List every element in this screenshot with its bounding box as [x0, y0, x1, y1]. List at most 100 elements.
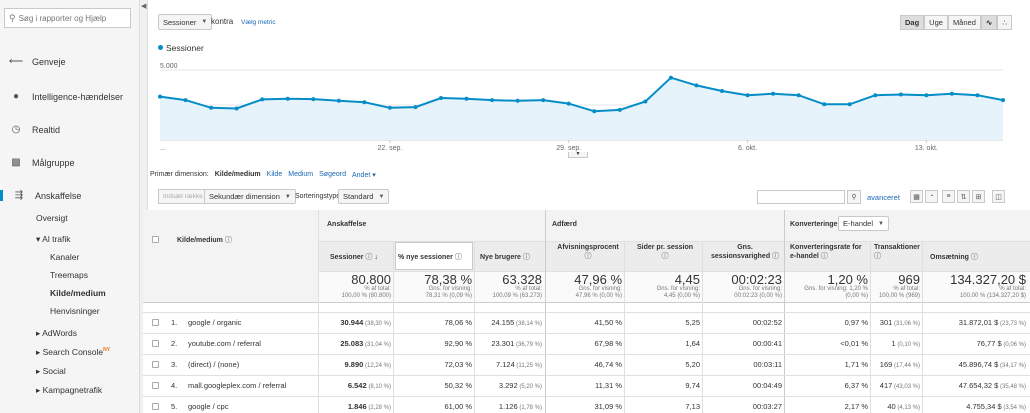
col-new-users[interactable]: Nye brugere ⓘ [480, 252, 530, 262]
table-totals [318, 271, 1030, 302]
col-bounce-rate[interactable]: Afvisningsprocent ⓘ [556, 244, 620, 261]
nav-referrals[interactable]: Henvisninger [50, 306, 100, 316]
nav-all-traffic[interactable]: ▾ Al trafik [36, 234, 71, 245]
new-sessions-cell-value: 50,32 % [444, 381, 472, 390]
source-medium-link[interactable]: (direct) / (none) [188, 360, 240, 369]
col-new-sessions[interactable]: % nye sessioner ⓘ [398, 252, 462, 262]
select-all-checkbox[interactable] [152, 236, 159, 243]
dimension-source[interactable]: Kilde [266, 171, 283, 178]
nav-intelligence[interactable]: ● Intelligence-hændelser [0, 91, 140, 102]
table-view-button[interactable]: ▦ [910, 190, 923, 203]
group-acquisition: Anskaffelse [327, 221, 367, 228]
total-caption: 47,96 % (0,00 %) [575, 293, 622, 299]
duration-cell-value: 00:00:41 [752, 339, 782, 348]
table-filter-input[interactable] [757, 190, 845, 204]
nav-source-medium[interactable]: Kilde/medium [50, 288, 106, 298]
col-pages-per-session[interactable]: Sider pr. session ⓘ [630, 244, 700, 261]
percentage-view-button[interactable]: ◔ [925, 190, 938, 203]
source-medium-link[interactable]: google / cpc [188, 402, 229, 411]
nav-search-console[interactable]: ▸ Search ConsoleNY [36, 347, 110, 358]
data-point [1001, 98, 1005, 103]
dimension-keyword[interactable]: Søgeord [319, 171, 346, 178]
month-button[interactable]: Måned [947, 15, 981, 30]
revenue-cell: 47.654,32 $ (35,48 %) [924, 381, 1026, 390]
revenue-cell-value: 31.872,01 $ [958, 318, 999, 327]
term-cloud-button[interactable]: ◫ [992, 190, 1005, 203]
col-pages-label: Sider pr. session [636, 244, 694, 251]
sort-arrow-icon: ↓ [374, 254, 378, 261]
nav-campaigns[interactable]: ▸ Kampagnetrafik [36, 385, 102, 396]
chart-resize-handle[interactable]: ▼ [568, 152, 588, 158]
revenue-cell-value: 76,77 $ [976, 339, 1002, 348]
dimension-other[interactable]: Andet ▾ [352, 171, 376, 179]
grid-icon: ▦ [913, 193, 920, 201]
plot-rows-button[interactable]: Indsæt række [158, 189, 208, 204]
comparison-view-button[interactable]: ⇅ [957, 190, 970, 203]
line-chart-button[interactable]: ∿ [981, 15, 998, 30]
col-revenue[interactable]: Omsætning ⓘ [930, 252, 978, 262]
report-search[interactable]: ⚲ [4, 8, 131, 28]
total-value: 969 [898, 272, 920, 287]
metric-select[interactable]: Sessioner ▼ [158, 14, 213, 30]
total-value: 80.800 [351, 272, 391, 287]
row-checkbox[interactable] [152, 403, 159, 410]
total-caption: 100,00 % (134.327,20 $) [959, 293, 1026, 299]
data-point [566, 101, 571, 106]
revenue-cell-percent: (0,06 %) [1001, 342, 1026, 348]
nav-channels[interactable]: Kanaler [50, 252, 80, 262]
sidebar-collapse[interactable]: ◀ [140, 0, 148, 413]
motion-chart-button[interactable]: ∴ [997, 15, 1013, 30]
conversion-rate-cell-value: 2,17 % [844, 402, 868, 411]
pages-cell: 1,64 [626, 339, 700, 348]
col-conversion-rate[interactable]: Konverteringsrate for e-handel ⓘ [790, 244, 868, 261]
lightbulb-icon: ● [12, 91, 20, 102]
week-button[interactable]: Uge [924, 15, 948, 30]
dimension-source-medium[interactable]: Kilde/medium [214, 171, 261, 178]
table-search-button[interactable]: ⚲ [847, 190, 861, 204]
x-tick-label: 6. okt. [738, 145, 757, 152]
revenue-cell: 45.896,74 $ (34,17 %) [924, 360, 1026, 369]
nav-audience[interactable]: ▩ Målgruppe [0, 157, 140, 168]
conversion-type-select[interactable]: E-handel ▼ [838, 216, 889, 231]
col-avg-duration[interactable]: Gns. sessionsvarighed ⓘ [708, 244, 782, 261]
performance-view-button[interactable]: ≡ [942, 190, 955, 203]
x-tick-label: 13. okt. [915, 145, 938, 152]
sort-type-select[interactable]: Standard ▼ [338, 189, 390, 204]
source-medium-link[interactable]: youtube.com / referral [188, 339, 261, 348]
table-dimension-header [143, 210, 318, 302]
nav-overview[interactable]: Oversigt [36, 213, 68, 223]
nav-social[interactable]: ▸ Social [36, 366, 66, 377]
pages-cell-value: 5,20 [685, 360, 700, 369]
nav-treemaps[interactable]: Treemaps [50, 270, 88, 280]
total-cell: 134.327,20 $% af total: 100,00 % (134.327… [924, 273, 1026, 300]
data-point [336, 98, 341, 103]
pages-cell: 7,13 [626, 402, 700, 411]
select-metric-link[interactable]: Vælg metric [241, 19, 276, 26]
row-checkbox[interactable] [152, 382, 159, 389]
dimension-medium[interactable]: Medium [288, 171, 314, 178]
nav-realtime-label: Realtid [32, 124, 61, 135]
columns-icon: ◫ [995, 193, 1002, 201]
new-users-cell-value: 24.155 [491, 318, 515, 327]
nav-realtime[interactable]: ◷ Realtid [0, 124, 140, 135]
report-search-input[interactable] [18, 13, 129, 23]
col-transactions[interactable]: Transaktioner ⓘ [874, 244, 920, 261]
secondary-dimension-select[interactable]: Sekundær dimension ▼ [204, 189, 296, 204]
pivot-view-button[interactable]: ⊞ [972, 190, 985, 203]
source-medium-link[interactable]: mall.googleplex.com / referral [188, 381, 287, 390]
advanced-filter-link[interactable]: avanceret [867, 193, 900, 202]
row-checkbox[interactable] [152, 319, 159, 326]
nav-acquisition[interactable]: ⇶ Anskaffelse [0, 190, 140, 201]
duration-cell-value: 00:03:11 [753, 360, 782, 369]
new-users-cell-percent: (38,14 %) [514, 321, 542, 327]
nav-shortcuts[interactable]: ⟵ Genveje [0, 56, 140, 67]
total-caption: 100,00 % (969) [878, 293, 920, 299]
row-checkbox[interactable] [152, 340, 159, 347]
conversion-rate-cell: <0,01 % [786, 339, 868, 348]
nav-adwords[interactable]: ▸ AdWords [36, 328, 77, 339]
day-button[interactable]: Dag [900, 15, 925, 30]
col-sessions[interactable]: Sessioner ⓘ ↓ [330, 252, 378, 262]
new-users-cell-value: 23.301 [491, 339, 515, 348]
row-checkbox[interactable] [152, 361, 159, 368]
source-medium-link[interactable]: google / organic [188, 318, 242, 327]
